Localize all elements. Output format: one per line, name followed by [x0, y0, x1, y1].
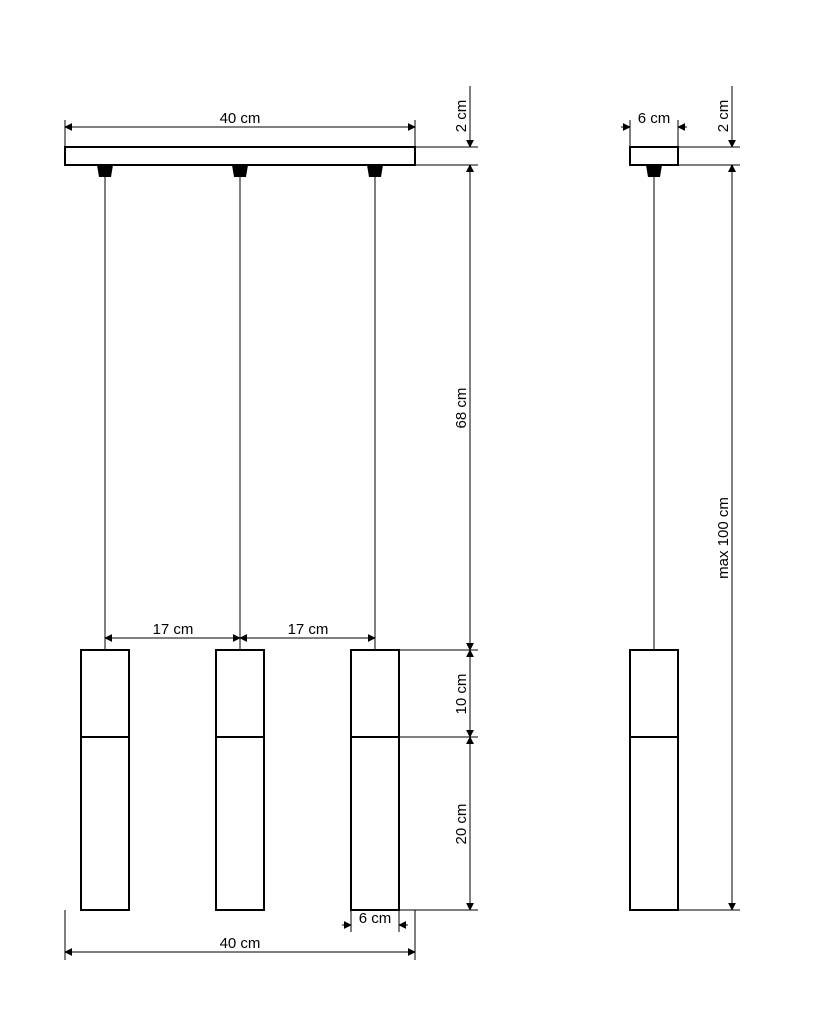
- dim-cord-length-label: 68 cm: [453, 388, 470, 429]
- dim-side-total-height-label: max 100 cm: [715, 497, 732, 579]
- dim-pendant-top: 10 cm: [399, 650, 478, 737]
- dim-spacing-right-label: 17 cm: [288, 621, 329, 638]
- dim-canopy-width-label: 40 cm: [220, 110, 261, 127]
- dim-side-canopy-height: 2 cm: [678, 86, 740, 173]
- dim-side-canopy-width: 6 cm: [621, 110, 687, 147]
- side-canopy: [630, 147, 678, 165]
- dim-spacing-right: 17 cm: [240, 621, 375, 650]
- front-cords: [105, 177, 375, 650]
- dim-side-canopy-height-label: 2 cm: [715, 100, 732, 133]
- dim-side-total-height: max 100 cm: [678, 165, 740, 910]
- front-canopy: [65, 147, 415, 165]
- front-view: 40 cm 2 cm 68 cm 10 cm 20 cm: [65, 86, 478, 960]
- front-pendants: [81, 650, 399, 910]
- dim-canopy-width: 40 cm: [65, 110, 415, 147]
- dim-pendant-bottom-label: 20 cm: [453, 804, 470, 845]
- dim-spacing-left: 17 cm: [105, 621, 240, 650]
- dim-side-canopy-width-label: 6 cm: [638, 110, 671, 127]
- dim-canopy-height: 2 cm: [415, 86, 478, 173]
- side-view: 6 cm 2 cm max 100 cm: [621, 86, 740, 910]
- dim-overall-width-label: 40 cm: [220, 935, 261, 952]
- dim-pendant-width-label: 6 cm: [359, 910, 392, 927]
- dim-pendant-top-label: 10 cm: [453, 674, 470, 715]
- front-connectors: [97, 165, 383, 177]
- dim-canopy-height-label: 2 cm: [453, 100, 470, 133]
- side-pendant: [630, 650, 678, 910]
- dim-spacing-left-label: 17 cm: [153, 621, 194, 638]
- dim-pendant-width: 6 cm: [342, 910, 408, 932]
- dim-pendant-bottom: 20 cm: [399, 737, 478, 910]
- side-connector: [646, 165, 662, 177]
- dim-cord-length: 68 cm: [399, 165, 478, 650]
